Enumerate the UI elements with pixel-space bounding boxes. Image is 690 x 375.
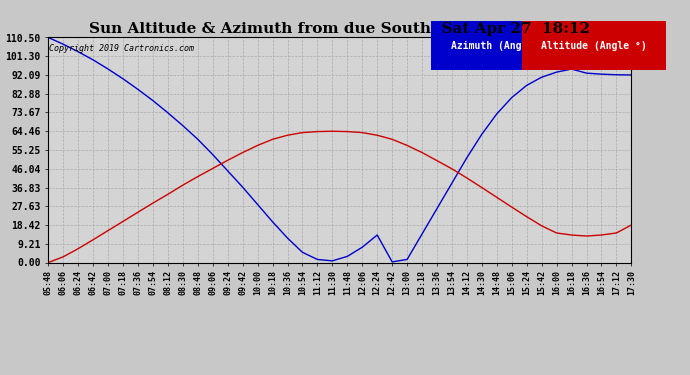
Text: Altitude (Angle °): Altitude (Angle °) [541,41,647,51]
Text: Copyright 2019 Cartronics.com: Copyright 2019 Cartronics.com [50,44,195,53]
Text: Azimuth (Angle °): Azimuth (Angle °) [451,41,551,51]
Title: Sun Altitude & Azimuth from due South  Sat Apr 27  18:12: Sun Altitude & Azimuth from due South Sa… [89,22,591,36]
